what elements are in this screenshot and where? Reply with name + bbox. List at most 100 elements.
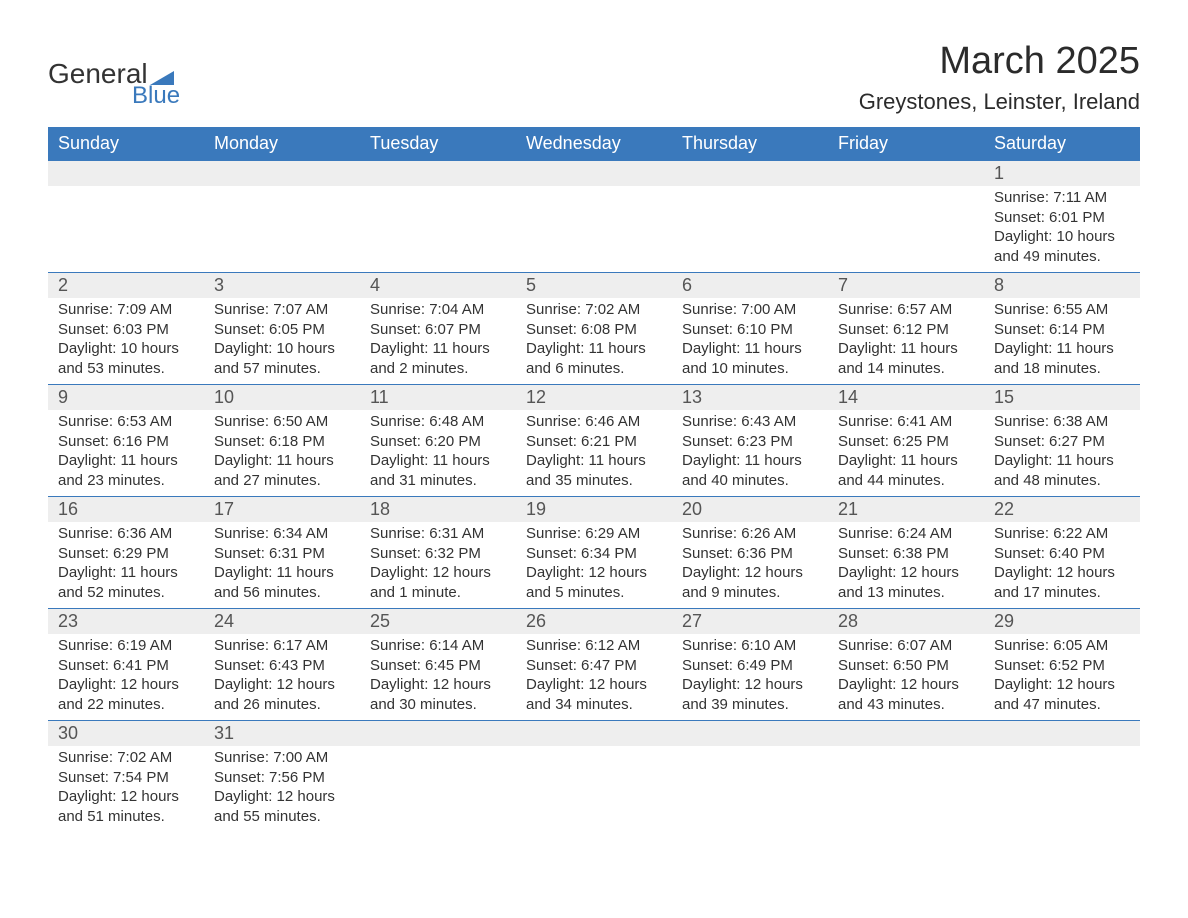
sunrise-line: Sunrise: 6:14 AM bbox=[370, 636, 506, 656]
day-cell: 3Sunrise: 7:07 AMSunset: 6:05 PMDaylight… bbox=[204, 273, 360, 385]
col-wednesday: Wednesday bbox=[516, 127, 672, 161]
day-cell bbox=[828, 721, 984, 833]
daylight-line: Daylight: 11 hours and 2 minutes. bbox=[370, 339, 506, 378]
sunset-line: Sunset: 6:43 PM bbox=[214, 656, 350, 676]
sunrise-line: Sunrise: 7:04 AM bbox=[370, 300, 506, 320]
day-cell bbox=[672, 161, 828, 273]
day-cell: 15Sunrise: 6:38 AMSunset: 6:27 PMDayligh… bbox=[984, 385, 1140, 497]
daylight-line: Daylight: 12 hours and 13 minutes. bbox=[838, 563, 974, 602]
day-number: 23 bbox=[48, 609, 204, 634]
day-number: 20 bbox=[672, 497, 828, 522]
day-body: Sunrise: 6:26 AMSunset: 6:36 PMDaylight:… bbox=[672, 522, 828, 608]
day-cell bbox=[672, 721, 828, 833]
day-number bbox=[984, 721, 1140, 746]
sunrise-line: Sunrise: 6:50 AM bbox=[214, 412, 350, 432]
daylight-line: Daylight: 12 hours and 34 minutes. bbox=[526, 675, 662, 714]
sunrise-line: Sunrise: 7:00 AM bbox=[682, 300, 818, 320]
day-body bbox=[672, 186, 828, 262]
sunset-line: Sunset: 6:08 PM bbox=[526, 320, 662, 340]
day-cell: 7Sunrise: 6:57 AMSunset: 6:12 PMDaylight… bbox=[828, 273, 984, 385]
sunset-line: Sunset: 6:01 PM bbox=[994, 208, 1130, 228]
sunrise-line: Sunrise: 6:48 AM bbox=[370, 412, 506, 432]
day-body bbox=[672, 746, 828, 822]
daylight-line: Daylight: 11 hours and 18 minutes. bbox=[994, 339, 1130, 378]
day-cell bbox=[204, 161, 360, 273]
sunset-line: Sunset: 6:05 PM bbox=[214, 320, 350, 340]
daylight-line: Daylight: 11 hours and 23 minutes. bbox=[58, 451, 194, 490]
day-body: Sunrise: 6:31 AMSunset: 6:32 PMDaylight:… bbox=[360, 522, 516, 608]
sunrise-line: Sunrise: 7:00 AM bbox=[214, 748, 350, 768]
sunset-line: Sunset: 6:03 PM bbox=[58, 320, 194, 340]
header: General Blue March 2025 Greystones, Lein… bbox=[48, 40, 1140, 115]
day-body: Sunrise: 6:53 AMSunset: 6:16 PMDaylight:… bbox=[48, 410, 204, 496]
daylight-line: Daylight: 12 hours and 47 minutes. bbox=[994, 675, 1130, 714]
day-body bbox=[984, 746, 1140, 822]
day-cell: 31Sunrise: 7:00 AMSunset: 7:56 PMDayligh… bbox=[204, 721, 360, 833]
daylight-line: Daylight: 12 hours and 26 minutes. bbox=[214, 675, 350, 714]
sunrise-line: Sunrise: 6:55 AM bbox=[994, 300, 1130, 320]
sunrise-line: Sunrise: 6:57 AM bbox=[838, 300, 974, 320]
sunrise-line: Sunrise: 6:17 AM bbox=[214, 636, 350, 656]
day-body: Sunrise: 6:34 AMSunset: 6:31 PMDaylight:… bbox=[204, 522, 360, 608]
sunset-line: Sunset: 6:21 PM bbox=[526, 432, 662, 452]
day-number bbox=[516, 161, 672, 186]
daylight-line: Daylight: 12 hours and 43 minutes. bbox=[838, 675, 974, 714]
sunrise-line: Sunrise: 7:11 AM bbox=[994, 188, 1130, 208]
day-body: Sunrise: 7:09 AMSunset: 6:03 PMDaylight:… bbox=[48, 298, 204, 384]
sunrise-line: Sunrise: 6:36 AM bbox=[58, 524, 194, 544]
sunset-line: Sunset: 7:54 PM bbox=[58, 768, 194, 788]
day-number bbox=[828, 161, 984, 186]
week-row: 2Sunrise: 7:09 AMSunset: 6:03 PMDaylight… bbox=[48, 273, 1140, 385]
sunrise-line: Sunrise: 6:22 AM bbox=[994, 524, 1130, 544]
day-body: Sunrise: 6:10 AMSunset: 6:49 PMDaylight:… bbox=[672, 634, 828, 720]
daylight-line: Daylight: 11 hours and 10 minutes. bbox=[682, 339, 818, 378]
sunrise-line: Sunrise: 6:53 AM bbox=[58, 412, 194, 432]
day-body: Sunrise: 6:07 AMSunset: 6:50 PMDaylight:… bbox=[828, 634, 984, 720]
sunrise-line: Sunrise: 6:38 AM bbox=[994, 412, 1130, 432]
day-cell bbox=[516, 161, 672, 273]
day-number: 7 bbox=[828, 273, 984, 298]
day-number: 25 bbox=[360, 609, 516, 634]
col-sunday: Sunday bbox=[48, 127, 204, 161]
daylight-line: Daylight: 11 hours and 31 minutes. bbox=[370, 451, 506, 490]
day-cell: 23Sunrise: 6:19 AMSunset: 6:41 PMDayligh… bbox=[48, 609, 204, 721]
sunset-line: Sunset: 6:23 PM bbox=[682, 432, 818, 452]
daylight-line: Daylight: 11 hours and 35 minutes. bbox=[526, 451, 662, 490]
week-row: 23Sunrise: 6:19 AMSunset: 6:41 PMDayligh… bbox=[48, 609, 1140, 721]
week-row: 9Sunrise: 6:53 AMSunset: 6:16 PMDaylight… bbox=[48, 385, 1140, 497]
daylight-line: Daylight: 11 hours and 14 minutes. bbox=[838, 339, 974, 378]
day-body bbox=[516, 186, 672, 262]
week-row: 16Sunrise: 6:36 AMSunset: 6:29 PMDayligh… bbox=[48, 497, 1140, 609]
weekday-header-row: Sunday Monday Tuesday Wednesday Thursday… bbox=[48, 127, 1140, 161]
sunset-line: Sunset: 6:27 PM bbox=[994, 432, 1130, 452]
day-number: 21 bbox=[828, 497, 984, 522]
day-number: 27 bbox=[672, 609, 828, 634]
sunset-line: Sunset: 6:29 PM bbox=[58, 544, 194, 564]
col-thursday: Thursday bbox=[672, 127, 828, 161]
day-body: Sunrise: 6:17 AMSunset: 6:43 PMDaylight:… bbox=[204, 634, 360, 720]
day-body bbox=[204, 186, 360, 262]
daylight-line: Daylight: 10 hours and 49 minutes. bbox=[994, 227, 1130, 266]
day-body: Sunrise: 7:00 AMSunset: 6:10 PMDaylight:… bbox=[672, 298, 828, 384]
day-body: Sunrise: 6:43 AMSunset: 6:23 PMDaylight:… bbox=[672, 410, 828, 496]
sunrise-line: Sunrise: 7:09 AM bbox=[58, 300, 194, 320]
location-subtitle: Greystones, Leinster, Ireland bbox=[859, 89, 1140, 115]
day-cell: 29Sunrise: 6:05 AMSunset: 6:52 PMDayligh… bbox=[984, 609, 1140, 721]
day-number: 14 bbox=[828, 385, 984, 410]
sunset-line: Sunset: 6:50 PM bbox=[838, 656, 974, 676]
daylight-line: Daylight: 10 hours and 57 minutes. bbox=[214, 339, 350, 378]
day-number bbox=[48, 161, 204, 186]
daylight-line: Daylight: 12 hours and 39 minutes. bbox=[682, 675, 818, 714]
day-cell: 17Sunrise: 6:34 AMSunset: 6:31 PMDayligh… bbox=[204, 497, 360, 609]
day-number: 24 bbox=[204, 609, 360, 634]
day-number bbox=[360, 161, 516, 186]
sunrise-line: Sunrise: 6:43 AM bbox=[682, 412, 818, 432]
sunrise-line: Sunrise: 6:10 AM bbox=[682, 636, 818, 656]
sunrise-line: Sunrise: 6:26 AM bbox=[682, 524, 818, 544]
logo-text-blue: Blue bbox=[132, 84, 180, 108]
col-friday: Friday bbox=[828, 127, 984, 161]
day-cell: 9Sunrise: 6:53 AMSunset: 6:16 PMDaylight… bbox=[48, 385, 204, 497]
sunrise-line: Sunrise: 6:46 AM bbox=[526, 412, 662, 432]
calendar-body: 1Sunrise: 7:11 AMSunset: 6:01 PMDaylight… bbox=[48, 161, 1140, 833]
day-body: Sunrise: 6:12 AMSunset: 6:47 PMDaylight:… bbox=[516, 634, 672, 720]
